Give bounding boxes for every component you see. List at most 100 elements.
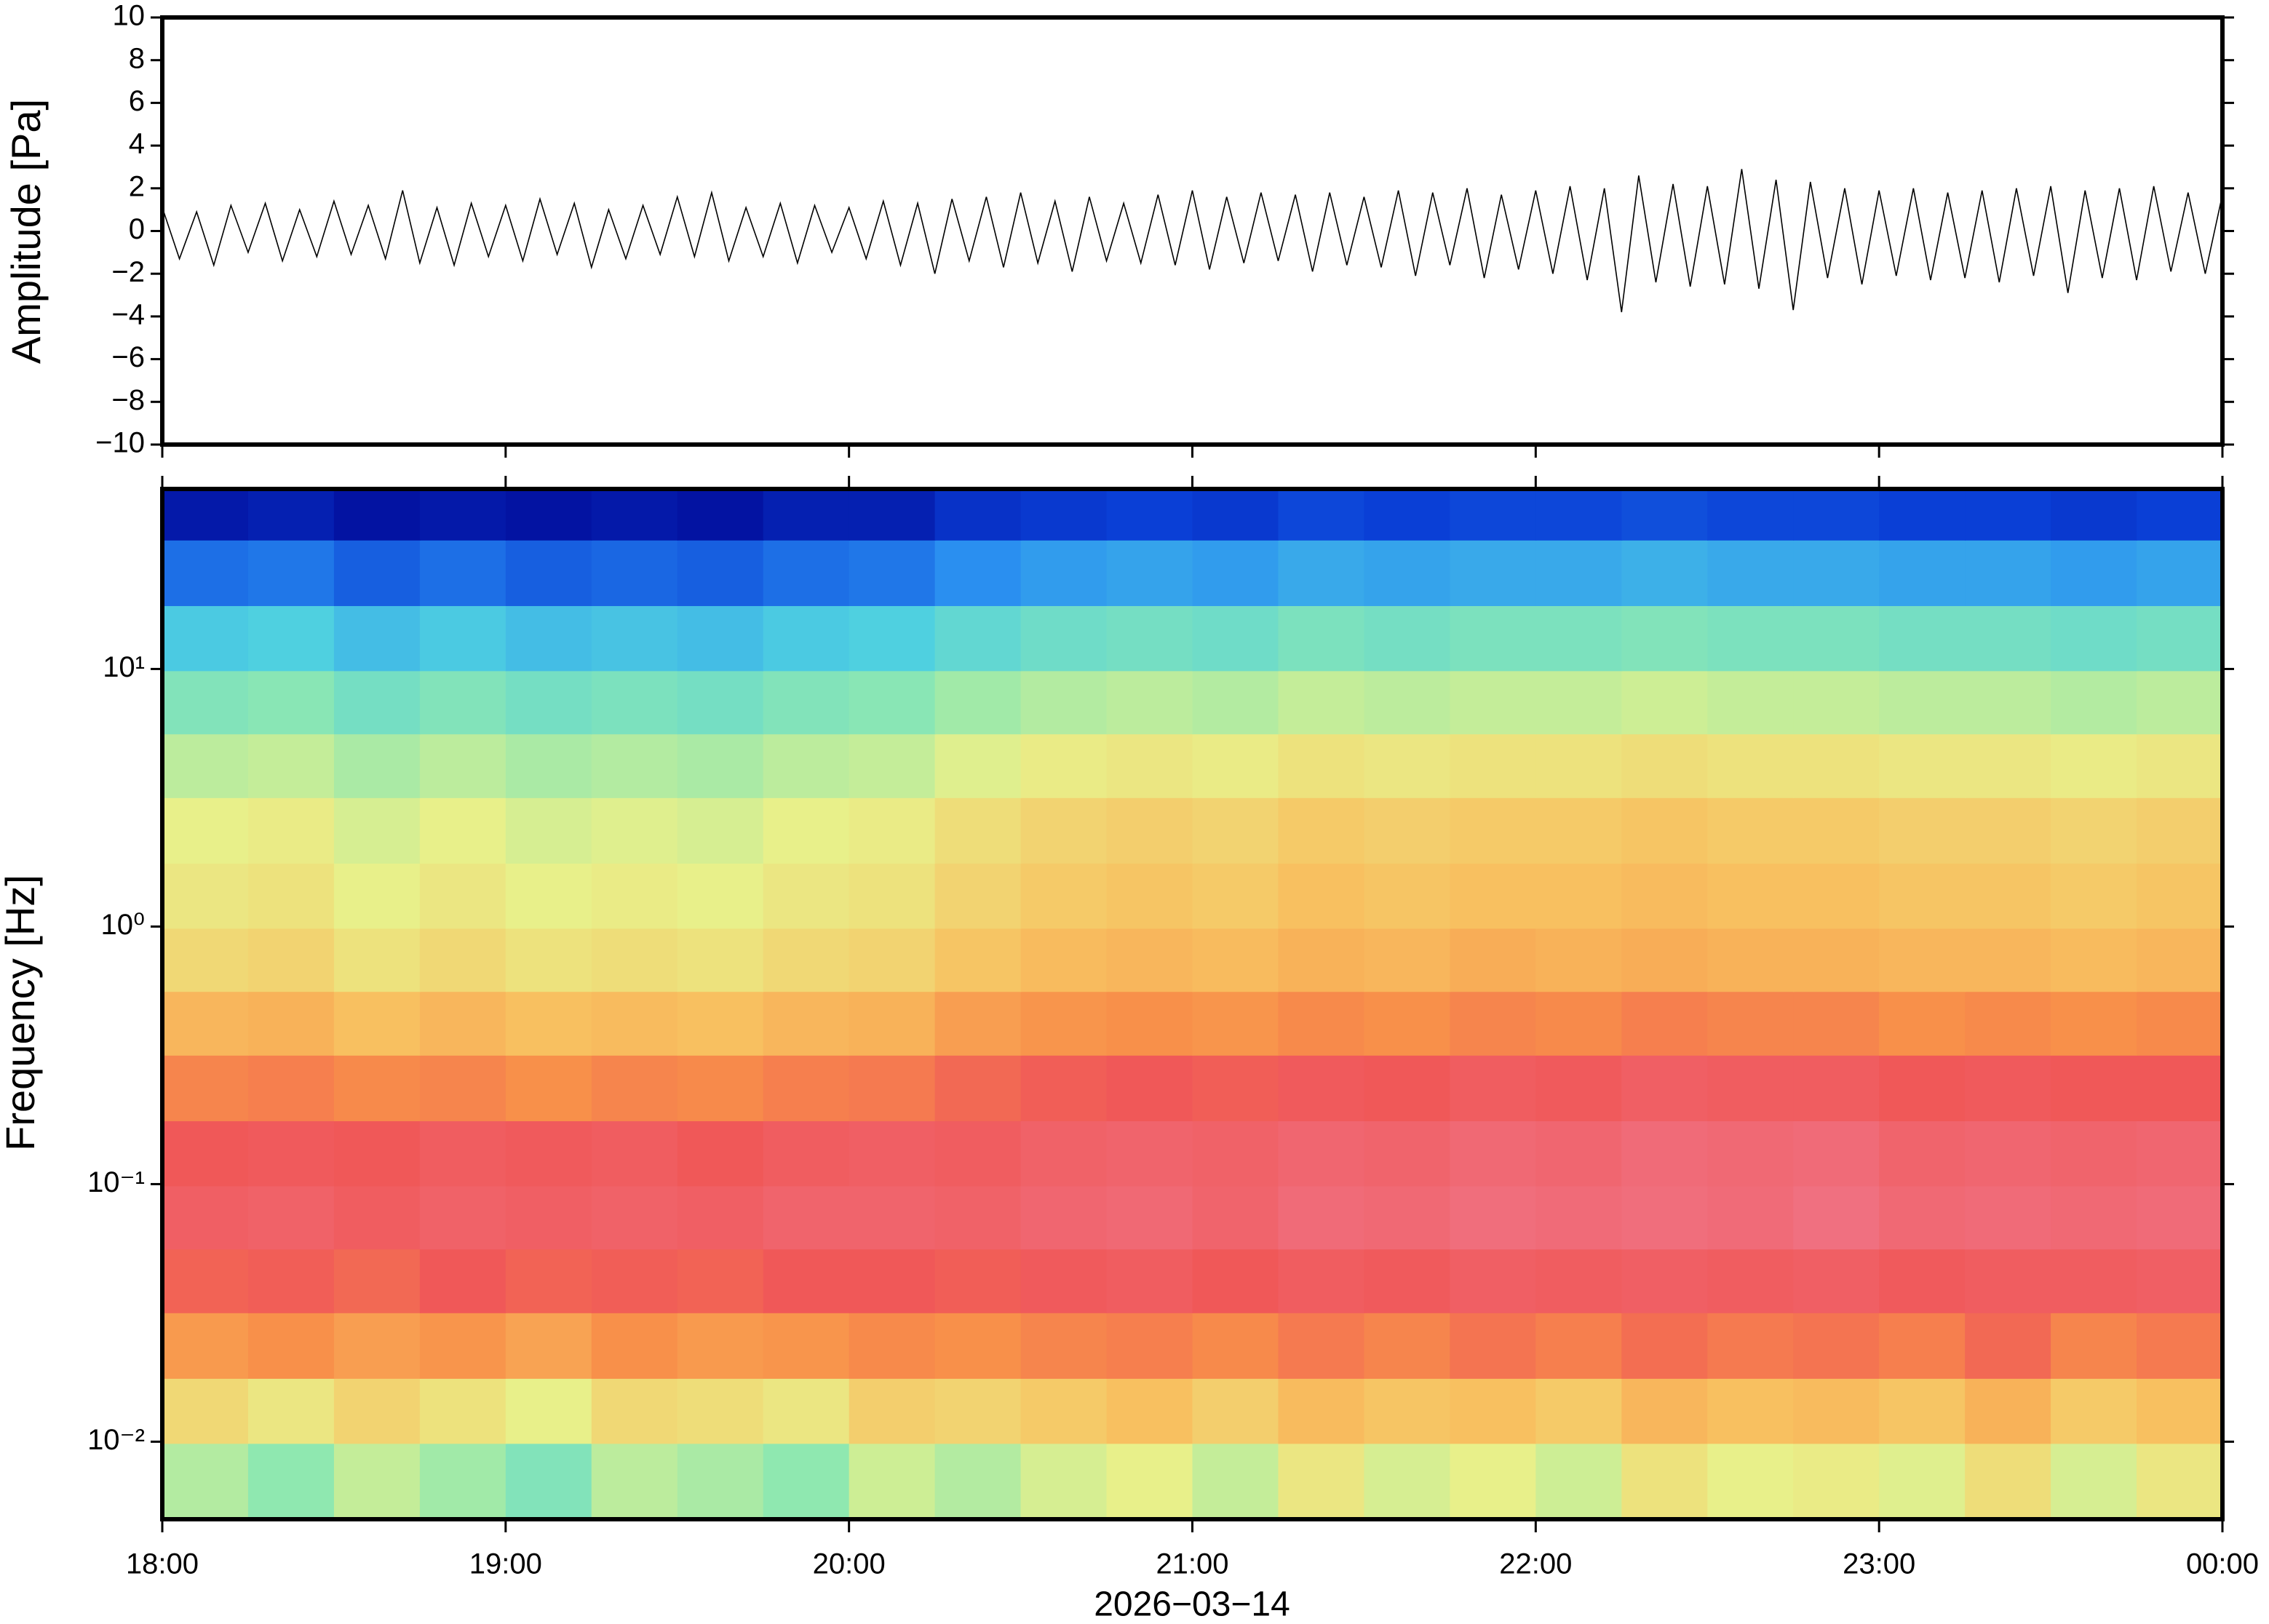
heatmap-cell xyxy=(591,605,678,672)
heatmap-cell xyxy=(1192,862,1279,929)
heatmap-cell xyxy=(2137,670,2223,735)
heatmap-cell xyxy=(247,1312,335,1379)
heatmap-cell xyxy=(1278,539,1365,606)
heatmap-cell xyxy=(1707,1185,1795,1250)
heatmap-cell xyxy=(1106,733,1193,798)
heatmap-cell xyxy=(1106,489,1193,541)
heatmap-cell xyxy=(934,797,1022,864)
heatmap-cell xyxy=(1621,539,1709,606)
heatmap-cell xyxy=(1879,1054,1966,1121)
heatmap-cell xyxy=(1192,489,1279,541)
heatmap-cell xyxy=(1364,991,1451,1056)
heatmap-cell xyxy=(505,1185,592,1250)
heatmap-cell xyxy=(247,539,335,606)
heatmap-cell xyxy=(162,1054,249,1121)
heatmap-cell xyxy=(1020,797,1108,864)
heatmap-cell xyxy=(1965,539,2052,606)
heatmap-cell xyxy=(591,670,678,735)
heatmap-cell xyxy=(849,1443,936,1520)
heatmap-cell xyxy=(1450,862,1537,929)
heatmap-cell xyxy=(1965,605,2052,672)
heatmap-cell xyxy=(247,489,335,541)
heatmap-cell xyxy=(1450,539,1537,606)
heatmap-cell xyxy=(849,1377,936,1444)
heatmap-cell xyxy=(2137,1377,2223,1444)
heatmap-cell xyxy=(2051,797,2138,864)
heatmap-cell xyxy=(1106,670,1193,735)
heatmap-cell xyxy=(1192,605,1279,672)
heatmap-cell xyxy=(419,539,506,606)
heatmap-cell xyxy=(1192,1312,1279,1379)
heatmap-cell xyxy=(1278,1312,1365,1379)
heatmap-cell xyxy=(1450,928,1537,992)
heatmap-cell xyxy=(1450,1443,1537,1520)
x-axis-title: 2026−03−14 xyxy=(1094,1585,1290,1624)
heatmap-cell xyxy=(419,928,506,992)
heatmap-cell xyxy=(1965,1443,2052,1520)
heatmap-cell xyxy=(1364,539,1451,606)
heatmap-cell xyxy=(591,928,678,992)
heatmap-cell xyxy=(1965,928,2052,992)
heatmap-cell xyxy=(419,489,506,541)
heatmap-cell xyxy=(1020,733,1108,798)
heatmap-cell xyxy=(419,1377,506,1444)
heatmap-cell xyxy=(419,797,506,864)
heatmap-cell xyxy=(1621,605,1709,672)
heatmap-cell xyxy=(1793,1443,1880,1520)
heatmap-cell xyxy=(1278,928,1365,992)
heatmap-cell xyxy=(2137,1443,2223,1520)
heatmap-cell xyxy=(677,991,764,1056)
plot-frame xyxy=(160,487,2225,1521)
heatmap-cell xyxy=(162,1185,249,1250)
heatmap-cell xyxy=(1535,1120,1623,1187)
heatmap-cell xyxy=(1364,1120,1451,1187)
heatmap-cell xyxy=(934,539,1022,606)
x-tick-label: 20:00 xyxy=(813,1548,886,1580)
heatmap-cell xyxy=(1965,1054,2052,1121)
heatmap-cell xyxy=(247,670,335,735)
heatmap-cell xyxy=(333,991,421,1056)
heatmap-cell xyxy=(591,1054,678,1121)
heatmap-cell xyxy=(849,1312,936,1379)
heatmap-cell xyxy=(849,539,936,606)
waveform xyxy=(162,169,2223,313)
heatmap-cell xyxy=(1535,670,1623,735)
y-tick-label: 6 xyxy=(129,85,145,117)
heatmap-cell xyxy=(1793,1185,1880,1250)
heatmap-cell xyxy=(677,605,764,672)
heatmap-cell xyxy=(1278,1377,1365,1444)
heatmap-cell xyxy=(677,1120,764,1187)
heatmap-cell xyxy=(849,1249,936,1313)
heatmap-cell xyxy=(333,1120,421,1187)
heatmap-cell xyxy=(677,862,764,929)
heatmap-cell xyxy=(1020,1185,1108,1250)
heatmap-cell xyxy=(591,1185,678,1250)
heatmap-cell xyxy=(849,1054,936,1121)
heatmap-cell xyxy=(934,928,1022,992)
heatmap-cell xyxy=(1278,1185,1365,1250)
heatmap-cell xyxy=(934,605,1022,672)
heatmap-cell xyxy=(2051,1443,2138,1520)
heatmap-cell xyxy=(162,1249,249,1313)
heatmap-cell xyxy=(763,1312,850,1379)
heatmap-cell xyxy=(1106,1249,1193,1313)
heatmap-cell xyxy=(677,670,764,735)
heatmap-cell xyxy=(1707,605,1795,672)
heatmap-cell xyxy=(1020,670,1108,735)
heatmap-cell xyxy=(162,489,249,541)
heatmap-cell xyxy=(1879,733,1966,798)
heatmap-cell xyxy=(2051,1120,2138,1187)
heatmap-cell xyxy=(1278,733,1365,798)
heatmap-cell xyxy=(247,991,335,1056)
heatmap-cell xyxy=(333,733,421,798)
heatmap-cell xyxy=(1621,991,1709,1056)
heatmap-cell xyxy=(1106,1185,1193,1250)
heatmap-cell xyxy=(849,605,936,672)
heatmap-cell xyxy=(1020,991,1108,1056)
heatmap-cell xyxy=(1965,862,2052,929)
heatmap-cell xyxy=(505,862,592,929)
heatmap-cell xyxy=(1879,1377,1966,1444)
heatmap-cell xyxy=(1106,797,1193,864)
heatmap-cell xyxy=(333,1249,421,1313)
heatmap-cell xyxy=(1020,1377,1108,1444)
